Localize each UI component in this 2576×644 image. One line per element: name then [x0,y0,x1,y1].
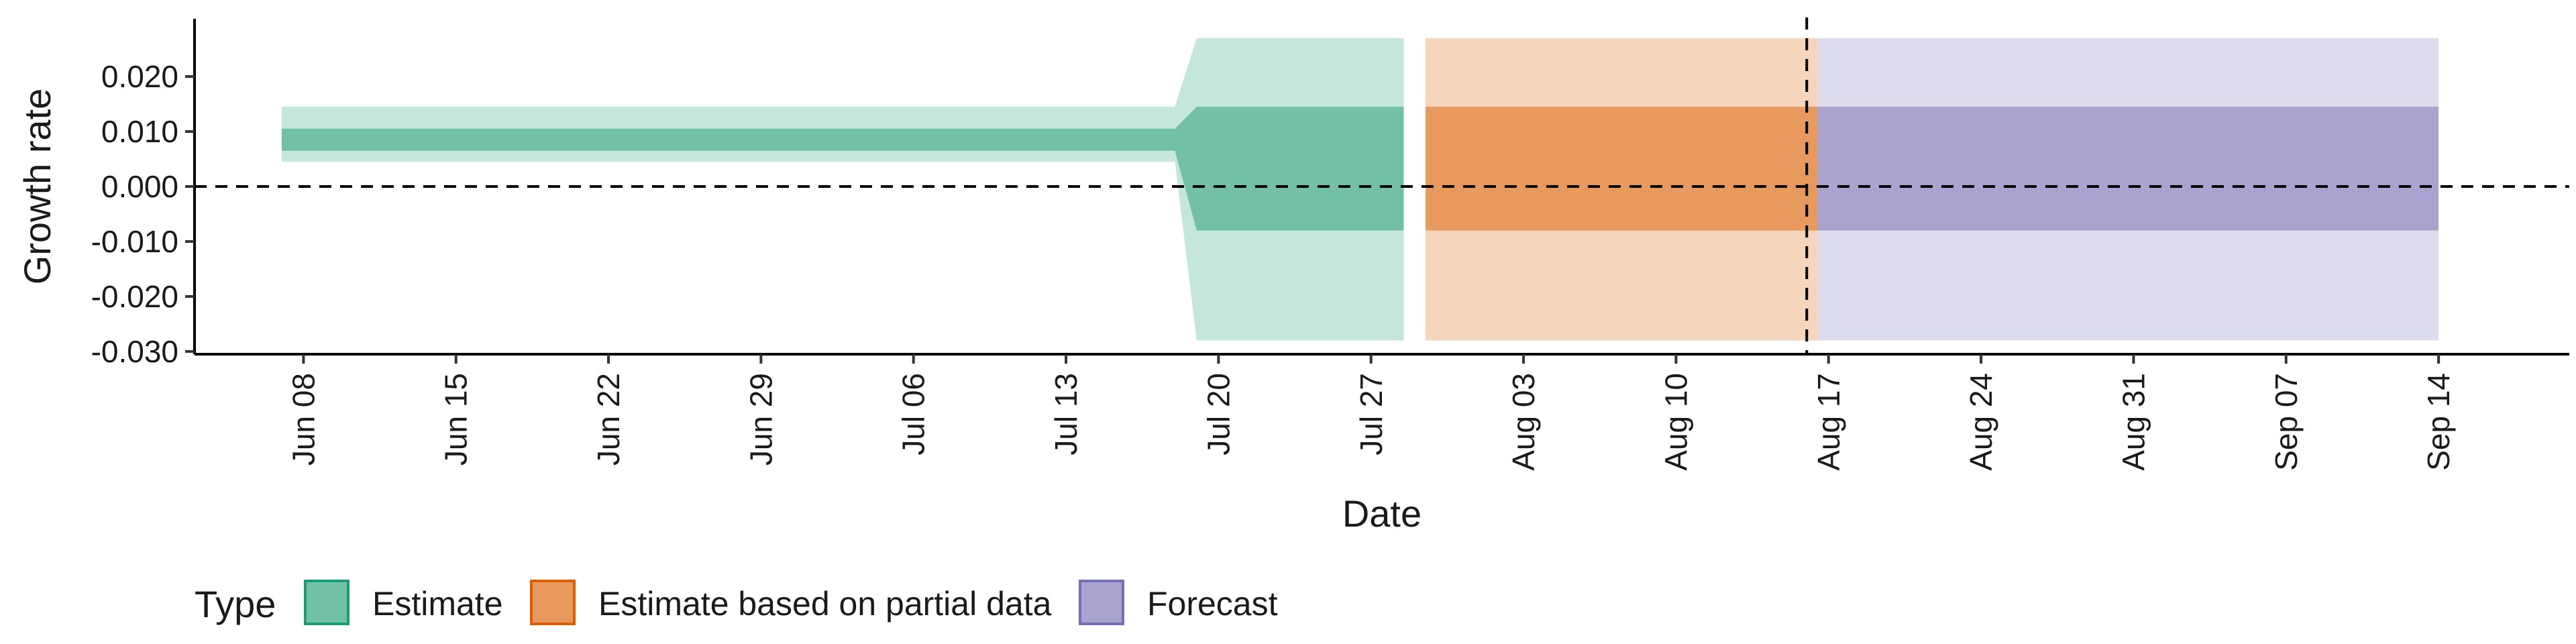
plot-area [195,17,2569,354]
legend-swatch-forecast [1079,580,1124,625]
legend: Type Estimate Estimate based on partial d… [195,580,1278,625]
x-tick-label: Jul 06 [896,373,931,455]
estimate-based-on-partial-data-inner-band [1426,107,1818,231]
y-tick-label: -0.020 [91,279,178,314]
legend-swatch-estimate-based-on-partial-data [530,580,576,625]
x-tick-label: Jul 13 [1049,373,1083,455]
x-tick-label: Aug 31 [2116,373,2151,471]
forecast-inner-band [1817,107,2439,231]
y-tick-label: 0.010 [101,114,178,149]
legend-label-estimate: Estimate [372,585,503,623]
x-tick-label: Aug 17 [1811,373,1846,471]
x-tick-label: Sep 07 [2269,373,2304,471]
x-axis-ticks: Jun 08 Jun 15 Jun 22 Jun 29 Jul 06 Jul 13 Jul … [286,354,2456,471]
y-tick-label: -0.030 [91,334,178,369]
y-tick-label: -0.010 [91,224,178,259]
legend-title: Type [195,583,276,625]
legend-label-estimate-based-on-partial-data: Estimate based on partial data [598,585,1052,623]
x-axis-title: Date [1342,492,1421,535]
x-tick-label: Aug 10 [1658,373,1693,471]
x-tick-label: Jul 27 [1354,373,1389,455]
x-tick-label: Aug 24 [1964,373,1998,471]
x-tick-label: Jun 08 [286,373,321,466]
x-tick-label: Jun 29 [743,373,778,466]
y-tick-label: 0.000 [101,169,178,204]
estimate-outer-band [281,38,1404,341]
x-tick-label: Sep 14 [2421,373,2456,471]
legend-label-forecast: Forecast [1147,585,1278,623]
y-tick-label: 0.020 [101,59,178,94]
x-tick-label: Jun 15 [439,373,474,466]
estimate-inner-band [281,107,1404,231]
x-tick-label: Jun 22 [591,373,626,466]
x-tick-label: Aug 03 [1506,373,1541,471]
y-axis-ticks: 0.020 0.010 0.000 -0.010 -0.020 -0.030 [91,59,195,369]
legend-swatch-estimate [304,580,350,625]
y-axis-title: Growth rate [16,89,58,285]
x-tick-label: Jul 20 [1201,373,1236,455]
